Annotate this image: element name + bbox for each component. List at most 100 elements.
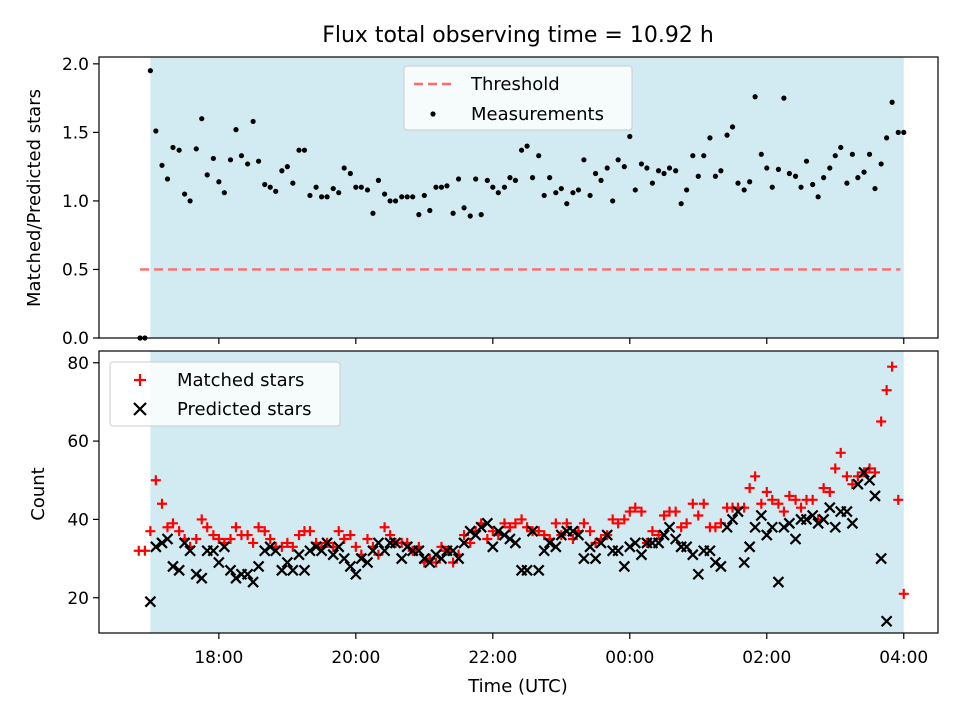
matched-star-point bbox=[756, 498, 767, 509]
measurement-point bbox=[878, 161, 884, 167]
predicted-star-point bbox=[298, 564, 311, 577]
predicted-star-point bbox=[487, 541, 499, 553]
predicted-star-point bbox=[601, 529, 613, 541]
matched-star-point bbox=[710, 522, 721, 533]
predicted-star-point bbox=[156, 537, 168, 549]
predicted-star-point bbox=[789, 533, 802, 545]
predicted-star-point bbox=[726, 513, 739, 526]
predicted-star-point bbox=[481, 517, 494, 530]
matched-star-point bbox=[607, 514, 618, 525]
predicted-star-point bbox=[538, 544, 550, 557]
predicted-star-point bbox=[161, 533, 174, 545]
legend-measurements-swatch bbox=[430, 111, 436, 117]
measurement-point bbox=[387, 198, 393, 204]
measurement-point bbox=[786, 170, 792, 177]
measurement-point bbox=[895, 129, 901, 135]
measurement-point bbox=[484, 177, 490, 183]
top-y-tick-label: 0.0 bbox=[62, 329, 89, 349]
measurement-point bbox=[752, 94, 758, 100]
measurement-point bbox=[735, 180, 741, 186]
measurement-point bbox=[273, 188, 279, 194]
measurement-point bbox=[245, 161, 251, 167]
top-y-tick-label: 1.5 bbox=[62, 123, 89, 143]
measurement-point bbox=[336, 190, 342, 196]
measurement-point bbox=[313, 184, 319, 190]
predicted-star-point bbox=[264, 541, 277, 553]
predicted-star-point bbox=[663, 521, 676, 534]
measurement-point bbox=[375, 177, 382, 183]
predicted-star-point bbox=[680, 541, 693, 553]
measurement-point bbox=[570, 190, 576, 196]
bottom-legend-box bbox=[109, 361, 341, 427]
measurement-point bbox=[718, 168, 724, 174]
measurement-point bbox=[666, 165, 673, 171]
measurement-point bbox=[262, 181, 268, 188]
measurement-point bbox=[575, 187, 582, 193]
bottom-y-axis-label: Count bbox=[28, 467, 49, 520]
predicted-star-point bbox=[258, 544, 271, 557]
measurement-point bbox=[872, 185, 878, 192]
predicted-star-point bbox=[595, 537, 607, 549]
legend-predicted-label: Predicted stars bbox=[177, 399, 311, 420]
matched-star-point bbox=[253, 522, 264, 533]
predicted-star-point bbox=[521, 564, 533, 577]
predicted-star-point bbox=[144, 595, 157, 608]
measurement-point bbox=[267, 184, 273, 190]
bottom-y-tick-label: 80 bbox=[67, 354, 89, 374]
measurement-point bbox=[427, 207, 433, 214]
measurement-point bbox=[798, 184, 804, 190]
legend-matched-swatch bbox=[134, 374, 146, 386]
measurement-point bbox=[250, 118, 256, 125]
measurement-point bbox=[775, 166, 782, 172]
predicted-star-point bbox=[372, 537, 385, 549]
measurement-point bbox=[712, 173, 719, 179]
predicted-star-point bbox=[230, 572, 242, 584]
measurement-point bbox=[399, 194, 405, 200]
matched-star-point bbox=[150, 475, 161, 486]
predicted-star-point bbox=[743, 541, 756, 553]
predicted-star-point bbox=[869, 490, 881, 502]
measurement-point bbox=[467, 213, 473, 219]
bottom-y-tick-label: 40 bbox=[67, 510, 89, 530]
matched-star-point bbox=[157, 498, 168, 509]
measurement-point bbox=[587, 192, 593, 199]
predicted-star-point bbox=[715, 560, 727, 573]
measurement-point bbox=[741, 187, 747, 193]
predicted-star-point bbox=[224, 564, 237, 577]
predicted-star-point bbox=[635, 548, 648, 561]
measurement-point bbox=[827, 165, 833, 171]
matched-star-point bbox=[145, 526, 156, 537]
predicted-star-point bbox=[687, 548, 699, 561]
predicted-star-point bbox=[504, 533, 516, 545]
top-y-tick-label: 1.0 bbox=[62, 192, 89, 212]
measurement-point bbox=[296, 147, 302, 153]
legend-threshold-label: Threshold bbox=[470, 74, 560, 95]
predicted-star-point bbox=[355, 552, 368, 565]
measurement-point bbox=[661, 170, 667, 177]
matched-star-point bbox=[516, 514, 527, 525]
predicted-star-point bbox=[624, 541, 636, 553]
predicted-star-point bbox=[458, 537, 470, 549]
predicted-star-point bbox=[812, 517, 824, 530]
predicted-star-point bbox=[732, 505, 744, 518]
predicted-star-point bbox=[389, 537, 402, 549]
predicted-star-point bbox=[658, 529, 670, 541]
predicted-star-point bbox=[276, 564, 288, 577]
matched-star-point bbox=[567, 534, 578, 544]
predicted-star-point bbox=[269, 544, 282, 557]
measurement-point bbox=[221, 190, 227, 196]
matched-star-point bbox=[578, 518, 589, 529]
matched-star-point bbox=[550, 518, 561, 529]
matched-star-point bbox=[761, 487, 772, 497]
matched-star-point bbox=[242, 530, 253, 541]
matched-star-point bbox=[676, 522, 687, 533]
measurement-point bbox=[610, 198, 616, 204]
matched-star-point bbox=[265, 534, 276, 544]
measurement-point bbox=[844, 180, 850, 186]
x-tick-label: 20:00 bbox=[331, 648, 380, 668]
plot-layer: 0.0 0.5 1.0 1.5 2.0 20 40 60 80 18:00 20:00 22:00 00… bbox=[62, 55, 939, 668]
predicted-star-point bbox=[749, 521, 761, 534]
measurement-point bbox=[279, 168, 285, 174]
matched-star-point bbox=[750, 471, 761, 482]
measurement-point bbox=[455, 176, 462, 182]
